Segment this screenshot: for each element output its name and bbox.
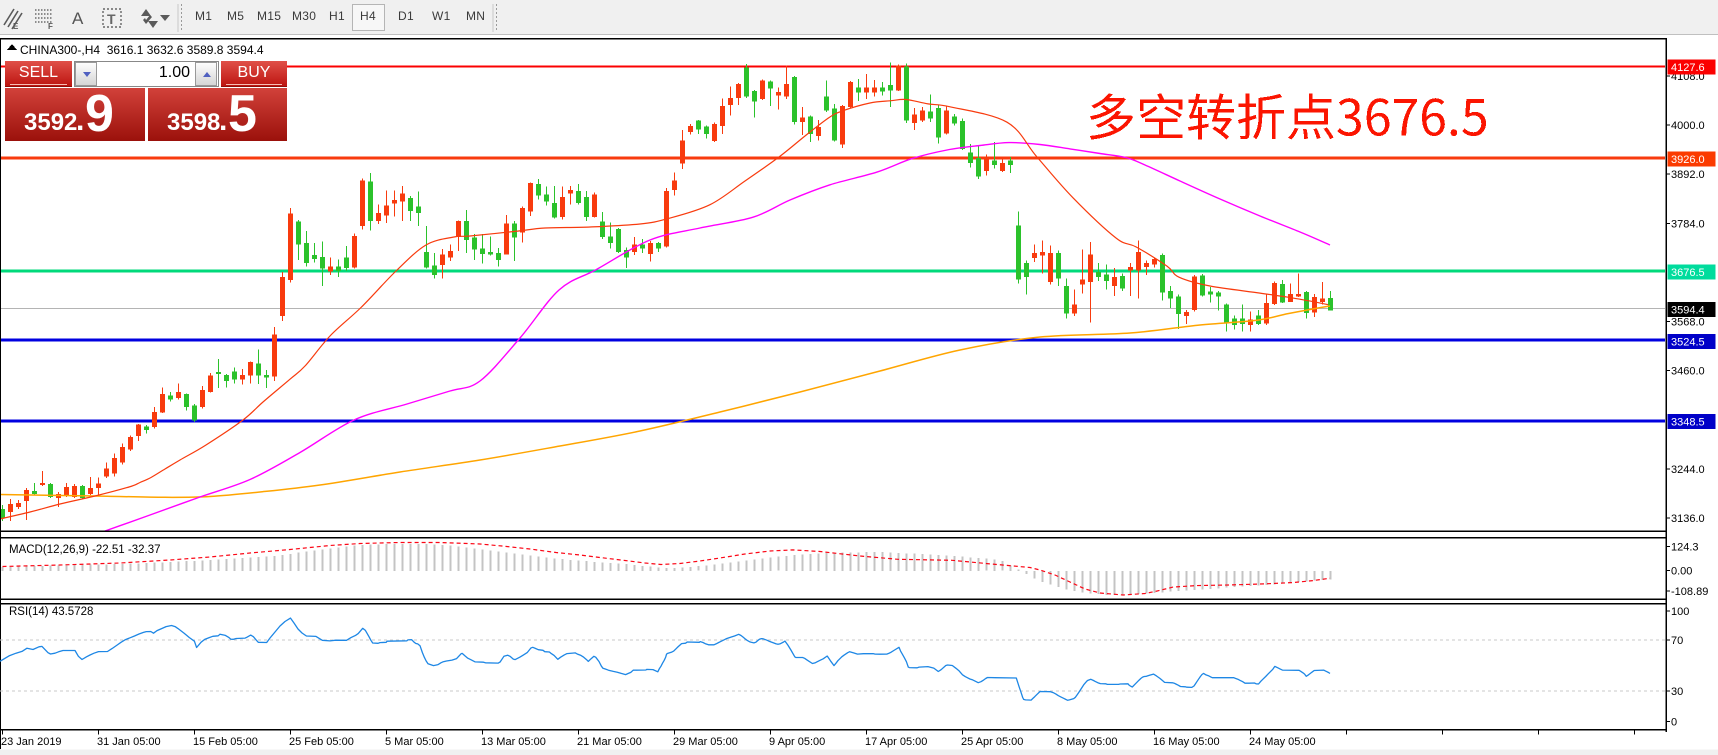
svg-text:3348.5: 3348.5 [1671,416,1705,428]
svg-text:A: A [72,9,84,28]
svg-text:21 Mar 05:00: 21 Mar 05:00 [577,736,642,748]
svg-text:3524.5: 3524.5 [1671,336,1705,348]
svg-text:17 Apr 05:00: 17 Apr 05:00 [865,736,927,748]
svg-text:F: F [48,22,53,31]
svg-text:0.00: 0.00 [1671,565,1692,577]
svg-text:100: 100 [1671,606,1689,618]
svg-text:3598: 3598 [167,109,220,136]
svg-text:4127.6: 4127.6 [1671,62,1705,74]
svg-text:3594.4: 3594.4 [1671,305,1705,317]
svg-text:5 Mar 05:00: 5 Mar 05:00 [385,736,444,748]
svg-text:3892.0: 3892.0 [1671,169,1705,181]
svg-text:0: 0 [1671,717,1677,729]
svg-text:31 Jan 05:00: 31 Jan 05:00 [97,736,161,748]
svg-text:3676.5: 3676.5 [1671,267,1705,279]
svg-text:3784.0: 3784.0 [1671,218,1705,230]
svg-text:3460.0: 3460.0 [1671,366,1705,378]
svg-text:.: . [219,104,227,137]
svg-text:T: T [107,11,116,27]
svg-text:4000.0: 4000.0 [1671,120,1705,132]
svg-text:MACD(12,26,9) -22.51 -32.37: MACD(12,26,9) -22.51 -32.37 [9,544,161,556]
svg-text:E: E [13,22,19,31]
svg-text:.: . [76,104,84,137]
svg-text:16 May 05:00: 16 May 05:00 [1153,736,1220,748]
svg-text:RSI(14) 43.5728: RSI(14) 43.5728 [9,606,93,618]
svg-text:9 Apr 05:00: 9 Apr 05:00 [769,736,825,748]
svg-text:CHINA300-,H4 3616.1 3632.6 35: CHINA300-,H4 3616.1 3632.6 3589.8 3594.4 [20,43,264,57]
svg-text:3244.0: 3244.0 [1671,464,1705,476]
svg-text:23 Jan 2019: 23 Jan 2019 [1,736,62,748]
svg-text:30: 30 [1671,686,1683,698]
svg-text:25 Feb 05:00: 25 Feb 05:00 [289,736,354,748]
svg-text:-108.89: -108.89 [1671,586,1708,598]
svg-text:70: 70 [1671,635,1683,647]
svg-text:15 Feb 05:00: 15 Feb 05:00 [193,736,258,748]
svg-text:29 Mar 05:00: 29 Mar 05:00 [673,736,738,748]
svg-text:124.3: 124.3 [1671,541,1699,553]
svg-text:9: 9 [85,88,114,141]
svg-text:3926.0: 3926.0 [1671,154,1705,166]
svg-text:8 May 05:00: 8 May 05:00 [1057,736,1118,748]
svg-text:13 Mar 05:00: 13 Mar 05:00 [481,736,546,748]
svg-text:3592: 3592 [24,109,77,136]
svg-text:5: 5 [228,88,257,141]
svg-text:25 Apr 05:00: 25 Apr 05:00 [961,736,1023,748]
svg-text:24 May 05:00: 24 May 05:00 [1249,736,1316,748]
svg-text:3568.0: 3568.0 [1671,317,1705,329]
svg-text:3136.0: 3136.0 [1671,513,1705,525]
